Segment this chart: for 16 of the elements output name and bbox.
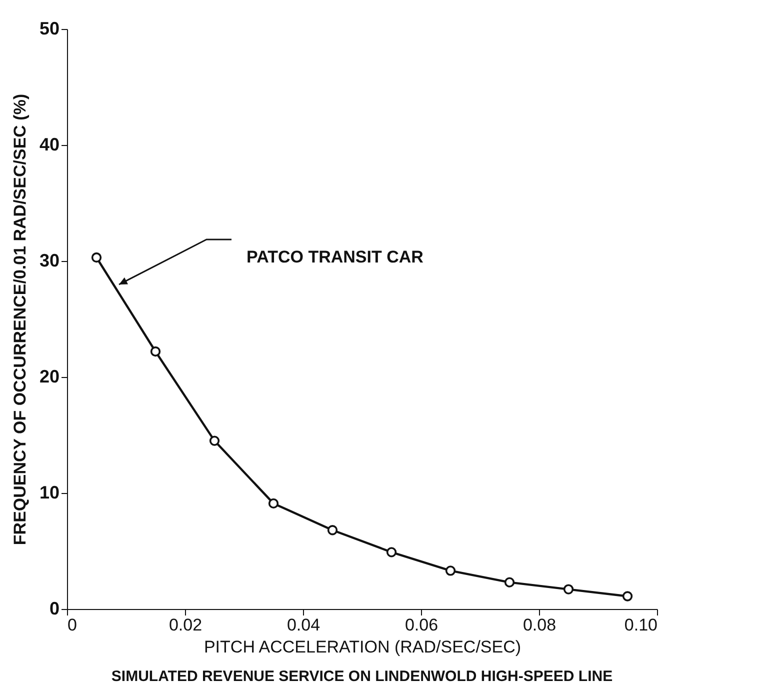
y-tick-label: 20 bbox=[39, 366, 60, 386]
text: PATCO TRANSIT CAR bbox=[246, 248, 424, 267]
x-tick-label: 0.08 bbox=[522, 616, 556, 634]
y-tick-label: 30 bbox=[39, 250, 60, 270]
y-tick-label: 40 bbox=[39, 134, 60, 154]
x-tick-label: 0.10 bbox=[624, 616, 658, 634]
y-tick-label: 10 bbox=[39, 482, 60, 502]
x-axis-title: PITCH ACCELERATION (RAD/SEC/SEC) bbox=[204, 638, 522, 656]
x-tick-label: 0 bbox=[68, 616, 77, 634]
x-tick-label: 0.02 bbox=[168, 616, 202, 634]
text: SIMULATED REVENUE SERVICE ON LINDENWOLD HIGH-SPEED LINE bbox=[111, 668, 613, 685]
x-tick-label: 0.06 bbox=[404, 616, 438, 634]
y-axis-title: FREQUENCY OF OCCURRENCE/0.01 RAD/SEC/SEC (%) bbox=[10, 94, 30, 546]
x-tick-label: 0.04 bbox=[286, 616, 320, 634]
y-tick-label: 0 bbox=[49, 598, 60, 618]
y-tick-label: 50 bbox=[39, 18, 60, 38]
